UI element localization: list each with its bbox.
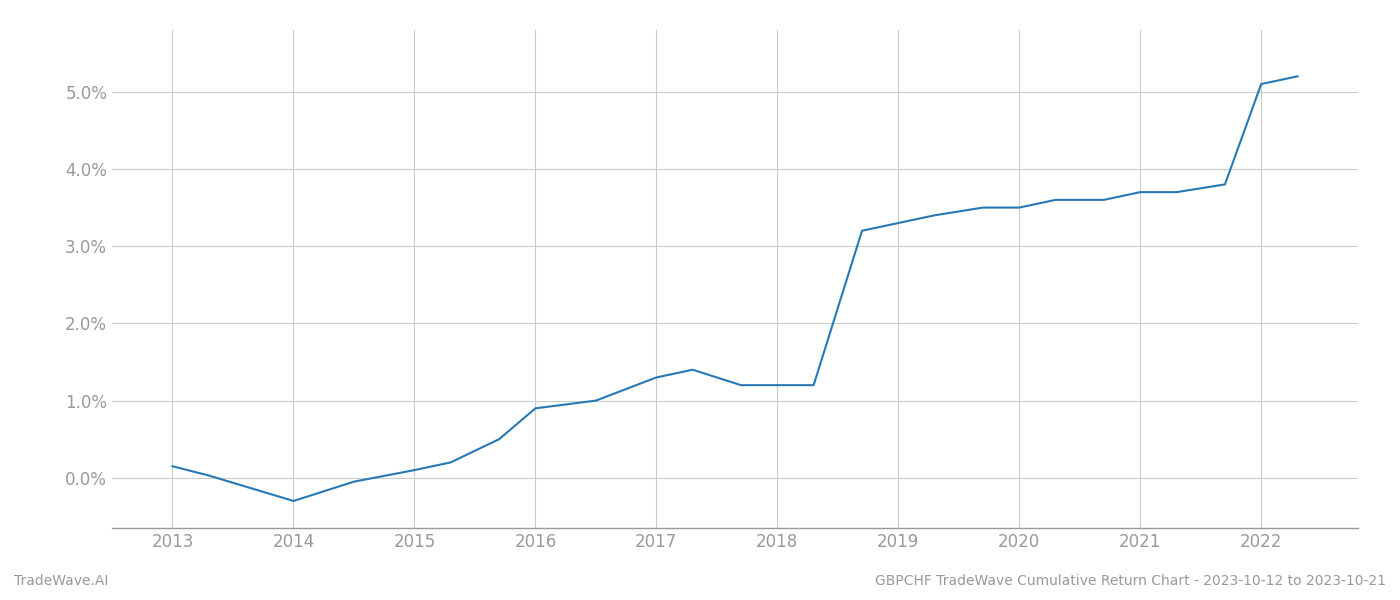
- Text: TradeWave.AI: TradeWave.AI: [14, 574, 108, 588]
- Text: GBPCHF TradeWave Cumulative Return Chart - 2023-10-12 to 2023-10-21: GBPCHF TradeWave Cumulative Return Chart…: [875, 574, 1386, 588]
